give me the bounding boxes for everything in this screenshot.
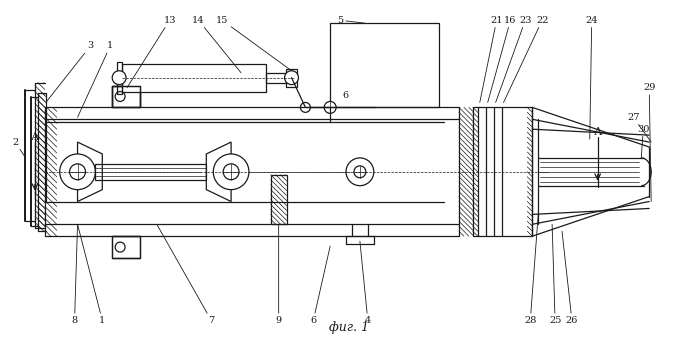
Circle shape [285,71,299,85]
Text: 27: 27 [627,113,651,142]
Bar [271,175,287,224]
Bar [266,73,285,83]
Text: 25: 25 [549,224,561,325]
Bar [459,108,473,236]
Bar [112,236,140,258]
Circle shape [214,154,249,190]
Text: 5: 5 [337,16,365,25]
Bar [527,108,533,236]
Bar [112,236,140,258]
Bar [112,86,140,108]
Circle shape [112,71,126,85]
Text: 21: 21 [480,16,503,102]
Text: 1: 1 [77,41,113,117]
Polygon shape [77,142,103,202]
Bar [473,108,478,236]
Bar [271,175,287,224]
Text: 15: 15 [216,16,292,71]
Bar [112,86,140,108]
Circle shape [300,102,311,112]
Text: А: А [31,132,39,142]
Text: 3: 3 [46,41,94,102]
Text: 7: 7 [157,224,214,325]
Circle shape [115,92,125,101]
Bar [117,62,122,94]
Text: 24: 24 [586,16,598,139]
Circle shape [354,166,366,178]
Text: 9: 9 [276,224,282,325]
Text: 4: 4 [360,241,371,325]
Bar [473,108,533,236]
Circle shape [60,154,96,190]
Polygon shape [207,142,231,202]
Circle shape [115,242,125,252]
Bar [35,83,45,228]
Text: 1: 1 [77,224,105,325]
Bar [38,93,46,231]
Bar [112,86,140,108]
Text: А: А [593,127,602,137]
Bar [122,64,266,92]
Bar [96,164,207,180]
Circle shape [223,164,239,180]
Circle shape [70,164,85,180]
Text: 6: 6 [342,91,348,100]
Circle shape [346,158,373,186]
Text: 2: 2 [12,137,25,157]
Text: фиг. 1: фиг. 1 [329,321,369,334]
Bar [285,69,297,87]
Text: 29: 29 [643,83,655,202]
Text: 22: 22 [503,16,549,102]
Text: 28: 28 [524,214,538,325]
Text: 14: 14 [192,16,241,73]
Bar [330,23,439,108]
Text: 16: 16 [488,16,517,102]
Text: 8: 8 [71,224,77,325]
Text: 30: 30 [637,125,649,158]
Text: 6: 6 [311,246,330,325]
Text: 26: 26 [562,231,578,325]
Text: 23: 23 [496,16,532,102]
Text: 13: 13 [127,16,176,88]
Circle shape [325,101,336,113]
Bar [45,108,57,236]
